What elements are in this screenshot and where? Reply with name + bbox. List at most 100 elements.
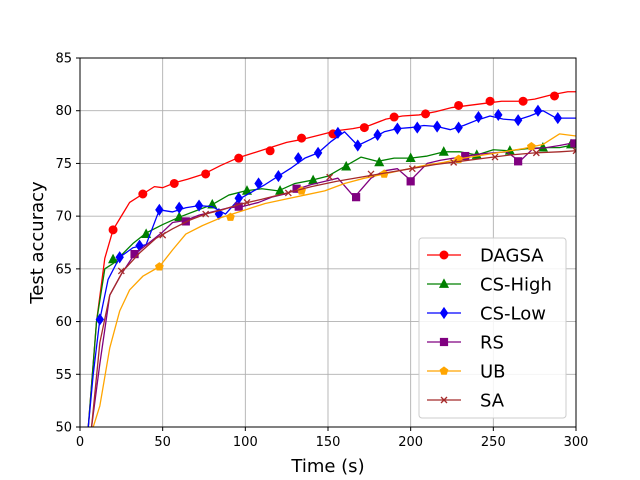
data-point-rs bbox=[352, 193, 361, 202]
data-point-ub bbox=[526, 141, 536, 151]
y-axis-label: Test accuracy bbox=[27, 181, 48, 305]
x-tick-label: 250 bbox=[481, 435, 506, 450]
data-point-cs-high bbox=[537, 141, 548, 152]
data-point-ub bbox=[154, 262, 164, 271]
series-line-sa bbox=[90, 150, 576, 427]
data-point-cs-low bbox=[533, 104, 543, 117]
x-axis-label: Time (s) bbox=[290, 456, 364, 477]
data-point-cs-low bbox=[373, 128, 382, 142]
legend-label-cs-low: CS-Low bbox=[480, 304, 546, 325]
legend-item-ub: UB bbox=[427, 362, 506, 383]
y-tick-label: 80 bbox=[55, 104, 72, 119]
data-point-dagsa bbox=[108, 225, 118, 235]
data-point-dagsa bbox=[297, 133, 307, 143]
data-point-rs bbox=[406, 177, 415, 186]
data-point-rs bbox=[514, 157, 523, 166]
y-tick-label: 85 bbox=[55, 52, 72, 67]
data-point-cs-low bbox=[432, 120, 442, 133]
data-point-dagsa bbox=[138, 189, 148, 199]
x-tick-label: 150 bbox=[316, 435, 341, 450]
data-point-cs-low bbox=[254, 177, 263, 190]
data-point-dagsa bbox=[234, 153, 244, 163]
y-tick-label: 50 bbox=[55, 421, 72, 436]
data-point-dagsa bbox=[518, 96, 528, 106]
legend-marker-sa bbox=[440, 396, 448, 404]
data-point-dagsa bbox=[359, 123, 369, 133]
data-point-dagsa bbox=[389, 112, 399, 122]
legend-item-cs-high: CS-High bbox=[427, 275, 552, 296]
data-point-dagsa bbox=[485, 96, 495, 106]
legend-marker-ub bbox=[439, 366, 449, 375]
legend-item-cs-low: CS-Low bbox=[427, 304, 546, 325]
data-point-cs-low bbox=[474, 110, 483, 124]
data-point-sa bbox=[326, 173, 334, 181]
data-point-cs-low bbox=[513, 114, 523, 127]
data-point-cs-low bbox=[454, 121, 463, 134]
legend-item-rs: RS bbox=[427, 333, 504, 354]
data-point-sa bbox=[117, 267, 125, 275]
data-point-cs-low bbox=[194, 199, 204, 212]
data-point-cs-low bbox=[313, 146, 323, 159]
legend-marker-cs-low bbox=[439, 306, 449, 320]
legend-item-dagsa: DAGSA bbox=[427, 246, 544, 267]
y-tick-label: 60 bbox=[55, 315, 72, 330]
data-point-dagsa bbox=[550, 91, 560, 101]
data-point-sa bbox=[243, 198, 251, 206]
x-tick-label: 50 bbox=[154, 435, 171, 450]
data-point-dagsa bbox=[201, 169, 211, 179]
y-tick-label: 55 bbox=[55, 368, 72, 383]
ticks: 0 50 100 150 200 250 300 50 55 60 65 70 75 80 85 bbox=[55, 52, 588, 451]
series-sa bbox=[90, 147, 576, 427]
data-point-sa bbox=[202, 210, 210, 218]
data-point-rs bbox=[461, 151, 470, 161]
data-point-cs-high bbox=[374, 156, 385, 167]
series-line-ub bbox=[92, 133, 576, 427]
x-tick-label: 200 bbox=[398, 435, 423, 450]
data-point-sa bbox=[284, 189, 292, 197]
data-point-sa bbox=[532, 149, 540, 157]
data-point-cs-low bbox=[95, 313, 105, 326]
legend-marker-rs bbox=[439, 337, 449, 347]
data-point-cs-high bbox=[108, 253, 119, 264]
legend-label-dagsa: DAGSA bbox=[480, 246, 544, 267]
data-point-cs-low bbox=[115, 251, 124, 264]
data-point-cs-low bbox=[294, 152, 303, 165]
data-point-rs bbox=[234, 202, 243, 211]
data-point-dagsa bbox=[421, 109, 431, 119]
y-tick-label: 70 bbox=[55, 210, 72, 225]
legend-label-sa: SA bbox=[480, 391, 505, 412]
data-point-sa bbox=[159, 231, 167, 239]
x-tick-label: 300 bbox=[564, 435, 589, 450]
data-point-cs-low bbox=[393, 122, 402, 135]
data-point-sa bbox=[408, 165, 416, 173]
legend-label-cs-high: CS-High bbox=[480, 275, 552, 296]
data-point-sa bbox=[367, 170, 375, 178]
data-point-cs-high bbox=[341, 160, 352, 171]
data-point-cs-low bbox=[155, 203, 164, 216]
data-point-cs-low bbox=[174, 201, 184, 214]
legend-label-ub: UB bbox=[480, 362, 506, 383]
data-point-sa bbox=[491, 153, 499, 161]
y-tick-label: 65 bbox=[55, 262, 72, 277]
data-point-cs-low bbox=[135, 239, 144, 252]
data-point-cs-low bbox=[494, 108, 503, 122]
legend-label-rs: RS bbox=[480, 333, 504, 354]
series-ub bbox=[92, 133, 576, 427]
data-point-cs-low bbox=[353, 139, 362, 152]
series-cs-low bbox=[87, 104, 576, 427]
data-point-ub bbox=[226, 212, 235, 221]
legend-item-sa: SA bbox=[427, 391, 505, 412]
data-point-rs bbox=[570, 139, 576, 148]
legend: DAGSA CS-High CS-Low RS UB SA bbox=[418, 237, 567, 419]
data-point-cs-low bbox=[274, 170, 283, 183]
data-point-cs-high bbox=[405, 152, 416, 163]
data-point-cs-low bbox=[413, 121, 422, 134]
data-point-dagsa bbox=[169, 178, 179, 188]
data-point-cs-high bbox=[141, 228, 152, 238]
data-point-sa bbox=[572, 147, 576, 155]
y-tick-label: 75 bbox=[55, 157, 72, 172]
data-point-dagsa bbox=[454, 100, 464, 110]
data-point-cs-high bbox=[438, 146, 449, 156]
data-point-cs-low bbox=[553, 112, 563, 125]
